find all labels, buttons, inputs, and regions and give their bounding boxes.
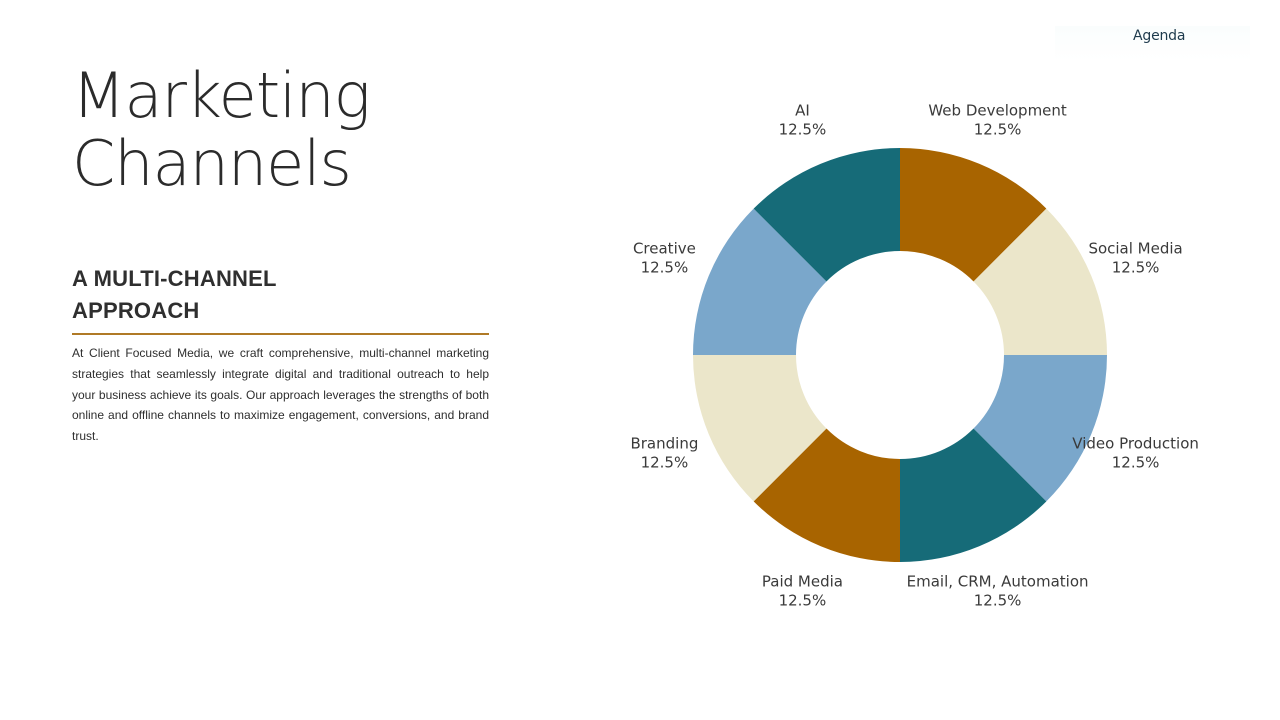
description-paragraph: At Client Focused Media, we craft compre… <box>72 346 489 444</box>
slice-label-value: 12.5% <box>641 258 689 276</box>
slice-label: Video Production 12.5% <box>1072 435 1199 472</box>
slice-label-name: AI <box>795 101 810 119</box>
slice-label-value: 12.5% <box>1112 258 1160 276</box>
slice-label: Social Media 12.5% <box>1088 239 1182 276</box>
slice-label-value: 12.5% <box>779 120 827 138</box>
donut-slice-email-crm-automation <box>900 428 1047 562</box>
slice-label: Web Development 12.5% <box>928 101 1067 138</box>
donut-slice-social-media <box>973 208 1107 355</box>
slice-label: Paid Media 12.5% <box>762 573 843 610</box>
slice-label-name: Creative <box>633 239 696 257</box>
donut-slice-video-production <box>973 355 1107 502</box>
donut-slice-branding <box>693 355 827 502</box>
slice-label-value: 12.5% <box>974 120 1022 138</box>
donut-chart: Web Development 12.5%Social Media 12.5%Vid… <box>630 101 1198 609</box>
title-line-1: Marketing <box>72 59 371 132</box>
slice-label-name: Paid Media <box>762 573 843 591</box>
donut-slice-paid-media <box>753 428 900 562</box>
subtitle-line-1: A MULTI-CHANNEL <box>72 266 277 291</box>
slice-label-name: Branding <box>630 435 698 453</box>
title-line-2: Channels <box>72 127 352 200</box>
slice-label-name: Video Production <box>1072 435 1199 453</box>
slice-label-name: Social Media <box>1088 239 1182 257</box>
slice-label-name: Web Development <box>928 101 1067 119</box>
subtitle-line-2: APPROACH <box>72 298 200 323</box>
slice-label: Creative 12.5% <box>633 239 696 276</box>
agenda-link[interactable]: Agenda <box>1055 26 1250 62</box>
slice-label-value: 12.5% <box>1112 454 1160 472</box>
chart-labels: Web Development 12.5%Social Media 12.5%Vid… <box>630 101 1198 609</box>
slice-label-value: 12.5% <box>641 454 689 472</box>
slice-label-name: Email, CRM, Automation <box>907 573 1089 591</box>
donut-slice-creative <box>693 208 827 355</box>
donut-slice-ai <box>753 148 900 282</box>
slice-label-value: 12.5% <box>974 592 1022 610</box>
chart-slices <box>693 148 1107 562</box>
section-subtitle: A MULTI-CHANNEL APPROACH <box>72 263 277 327</box>
donut-slice-web-development <box>900 148 1047 282</box>
page-title: Marketing Channels <box>72 59 371 200</box>
slice-label: Email, CRM, Automation 12.5% <box>907 573 1089 610</box>
accent-divider <box>72 333 489 335</box>
slice-label: AI 12.5% <box>779 101 827 138</box>
slice-label-value: 12.5% <box>779 592 827 610</box>
slice-label: Branding 12.5% <box>630 435 698 472</box>
